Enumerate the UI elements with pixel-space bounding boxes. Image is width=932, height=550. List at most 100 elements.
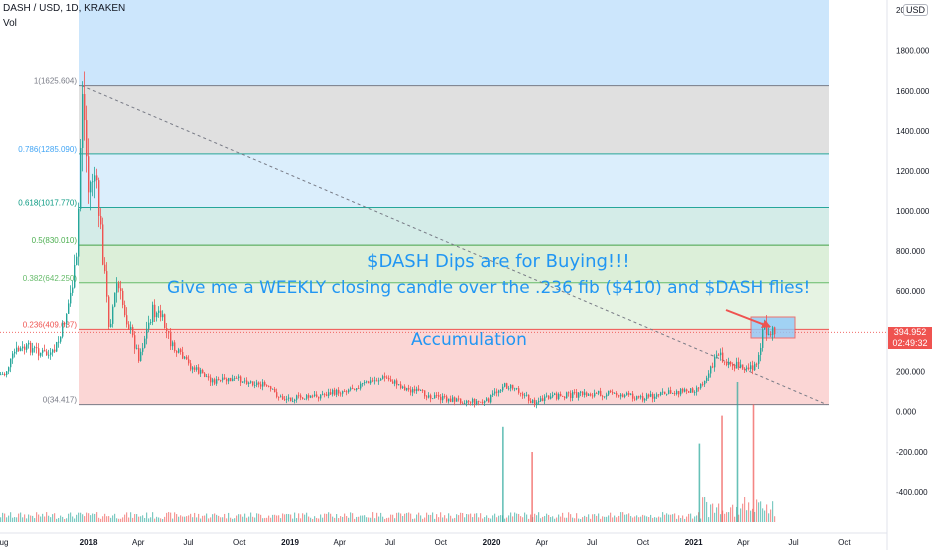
candle-body <box>548 395 550 399</box>
candle-body <box>540 398 542 402</box>
candle-body <box>302 397 304 400</box>
candle-body <box>554 393 556 395</box>
volume-bar <box>454 517 456 522</box>
volume-bar <box>62 516 64 522</box>
candle-body <box>72 287 74 293</box>
time-tick-label: Oct <box>838 538 851 547</box>
candle-body <box>0 374 2 376</box>
volume-bar <box>92 513 94 522</box>
candle-body <box>636 396 638 400</box>
candle-body <box>10 358 12 368</box>
candle-body <box>664 391 666 394</box>
volume-bar <box>230 517 232 522</box>
candle-body <box>16 347 18 352</box>
candle-body <box>86 120 88 157</box>
candle-body <box>124 305 126 316</box>
candle-body <box>466 400 468 404</box>
candle-body <box>128 324 130 330</box>
candle-body <box>566 392 568 399</box>
volume-bar <box>574 518 576 522</box>
candle-body <box>578 392 580 398</box>
volume-bar <box>200 518 202 522</box>
candle-body <box>244 380 246 382</box>
candle-body <box>730 361 732 365</box>
volume-bar <box>376 512 378 522</box>
candle-body <box>2 374 4 375</box>
candle-body <box>62 322 64 337</box>
volume-bar <box>536 515 538 522</box>
fib-zone-1 <box>79 153 829 208</box>
candle-body <box>378 380 380 382</box>
candle-body <box>108 296 110 327</box>
volume-bar <box>718 503 720 522</box>
candle-body <box>522 393 524 396</box>
annotation-weekly-close[interactable]: Give me a WEEKLY closing candle over the… <box>167 278 811 298</box>
fib-label-4: 0.382(642.250) <box>23 274 78 283</box>
volume-bar <box>12 517 14 522</box>
candle-body <box>68 303 70 314</box>
candle-body <box>88 156 90 193</box>
candle-body <box>162 314 164 318</box>
candle-body <box>678 391 680 395</box>
candle-body <box>48 354 50 356</box>
volume-bar <box>312 518 314 522</box>
volume-bar <box>202 515 204 522</box>
candle-body <box>582 391 584 396</box>
volume-bar <box>80 512 82 522</box>
candle-body <box>656 394 658 397</box>
currency-badge[interactable]: USD <box>903 4 929 16</box>
volume-bar <box>308 516 310 522</box>
volume-bar <box>122 517 124 522</box>
candle-body <box>476 401 478 405</box>
volume-bar <box>82 514 84 522</box>
volume-bar <box>396 512 398 522</box>
volume-bar <box>160 518 162 522</box>
candles <box>0 71 776 409</box>
annotation-accumulation[interactable]: Accumulation <box>411 330 527 350</box>
symbol-title[interactable]: DASH / USD, 1D, KRAKEN <box>3 3 126 14</box>
candle-body <box>708 373 710 378</box>
volume-bar <box>178 516 180 522</box>
volume-bar <box>436 514 438 522</box>
candle-body <box>754 363 756 371</box>
candle-body <box>774 327 776 335</box>
volume-bar <box>730 507 732 522</box>
candle-body <box>54 349 56 352</box>
volume-bar <box>470 513 472 522</box>
volume-bar <box>330 513 332 522</box>
volume-bar <box>246 517 248 522</box>
volume-bar <box>632 517 634 522</box>
volume-bar <box>236 515 238 522</box>
volume-bar <box>324 513 326 522</box>
annotation-buy-dips[interactable]: $DASH Dips are for Buying!!! <box>367 251 630 272</box>
volume-bar <box>734 516 736 522</box>
volume-bar <box>220 517 222 522</box>
candle-body <box>32 348 34 353</box>
candle-body <box>26 344 28 350</box>
candle-body <box>188 359 190 364</box>
volume-bar <box>566 517 568 522</box>
volume-bar <box>72 516 74 522</box>
volume-bar <box>386 517 388 522</box>
candle-body <box>38 348 40 356</box>
fib-zone-0 <box>79 85 829 154</box>
volume-bar <box>88 513 90 522</box>
volume-bar <box>440 512 442 522</box>
volume-bar <box>108 516 110 522</box>
volume-bar <box>192 517 194 522</box>
volume-bar <box>146 512 148 522</box>
volume-bar <box>228 512 230 522</box>
volume-bar <box>48 515 50 522</box>
volume-bar <box>754 511 756 522</box>
volume-bar <box>516 513 518 522</box>
volume-bar <box>508 515 510 522</box>
volume-bar <box>32 515 34 522</box>
candle-body <box>608 390 610 395</box>
candle-body <box>722 352 724 362</box>
volume-bar <box>528 518 530 522</box>
volume-bar <box>744 497 746 522</box>
volume-bar <box>636 515 638 522</box>
candle-body <box>560 393 562 397</box>
volume-bar <box>262 518 264 522</box>
